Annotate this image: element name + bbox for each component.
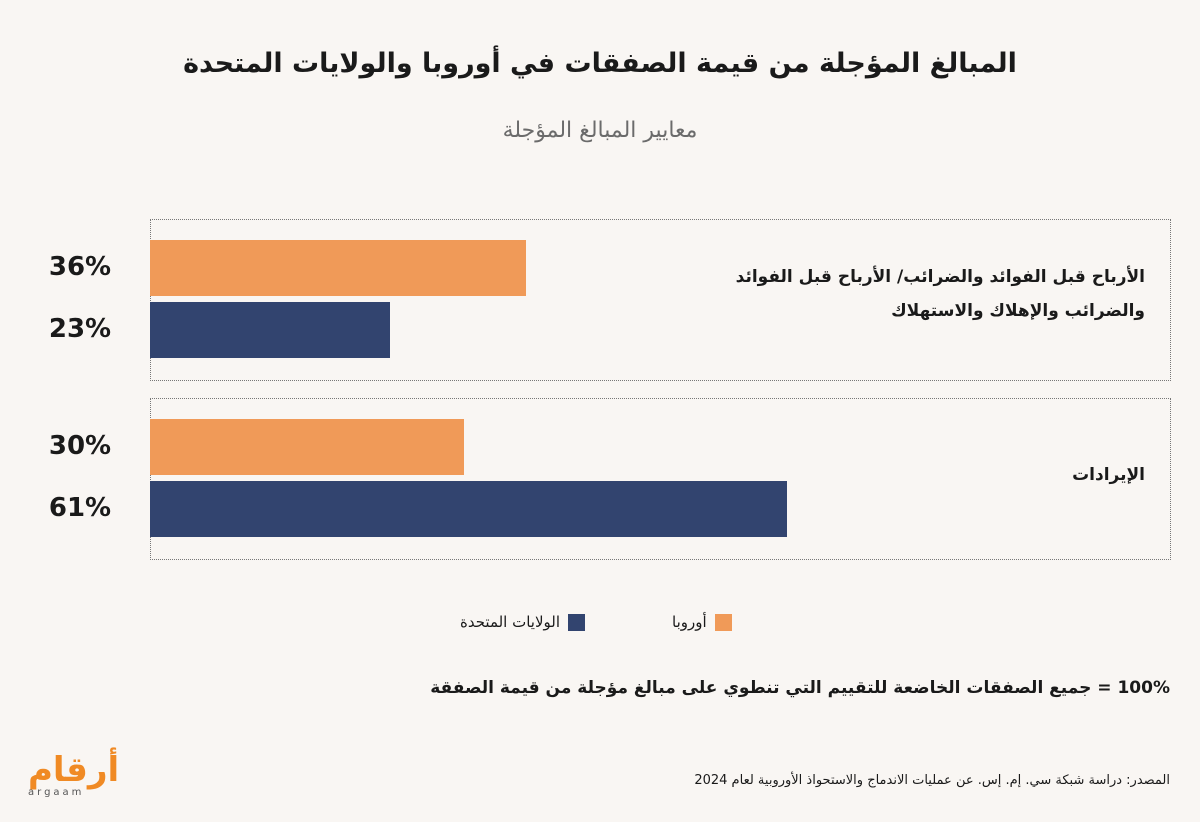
chart-subtitle: معايير المبالغ المؤجلة	[502, 118, 698, 143]
category-label-revenue: الإيرادات	[1072, 465, 1145, 485]
legend-item-us: الولايات المتحدة	[460, 613, 586, 631]
category-label-ebit: الأرباح قبل الفوائد والضرائب/ الأرباح قب…	[735, 267, 1145, 321]
bar-europe-1	[150, 419, 464, 475]
footnote: 100% = جميع الصفقات الخاضعة للتقييم التي…	[430, 678, 1170, 698]
source-text: المصدر: دراسة شبكة سي. إم. إس. عن عمليات…	[694, 773, 1170, 788]
category-group-ebit	[150, 219, 1171, 381]
legend-label-us: الولايات المتحدة	[460, 613, 561, 631]
value-label-us-1: 61%	[48, 493, 112, 523]
legend-label-europe: أوروبا	[672, 613, 707, 631]
bar-us-0	[150, 302, 391, 358]
argaam-logo: أرقام argaam	[28, 750, 120, 798]
value-label-us-0: 23%	[48, 314, 112, 344]
legend-swatch-europe	[714, 613, 732, 631]
chart-title: المبالغ المؤجلة من قيمة الصفقات في أوروب…	[183, 48, 1017, 79]
legend-swatch-us	[568, 613, 586, 631]
category-group-revenue	[150, 398, 1171, 560]
bar-europe-0	[150, 240, 527, 296]
value-label-europe-0: 36%	[48, 252, 112, 282]
bar-us-1	[150, 481, 788, 537]
value-label-europe-1: 30%	[48, 431, 112, 461]
legend-item-europe: أوروبا	[672, 613, 732, 631]
